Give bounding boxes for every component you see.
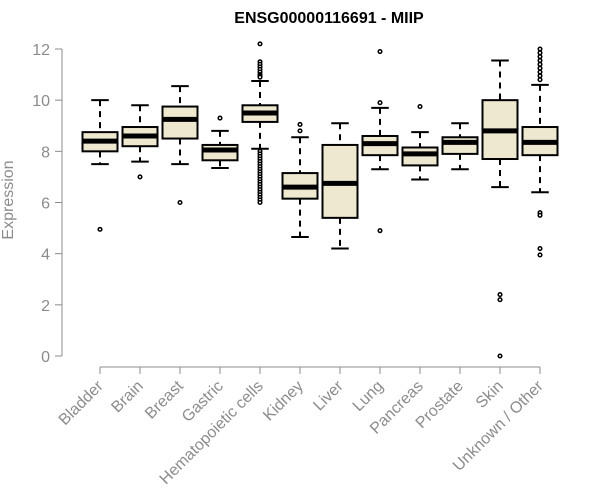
x-tick-label: Bladder xyxy=(56,377,107,428)
outlier-point xyxy=(377,49,383,55)
box-skin xyxy=(481,59,519,359)
outlier-point xyxy=(537,54,543,60)
outlier-point xyxy=(537,61,543,67)
box-rect xyxy=(401,146,439,167)
outlier-point xyxy=(377,228,383,234)
box-breast xyxy=(161,85,199,206)
outlier-point xyxy=(377,100,383,106)
box-brain xyxy=(121,104,159,180)
chart-title: ENSG00000116691 - MIIP xyxy=(234,10,424,27)
outlier-point xyxy=(257,199,263,206)
outlier-point xyxy=(297,128,303,134)
box-gastric xyxy=(201,115,239,169)
y-tick-label: 12 xyxy=(32,42,50,59)
outlier-point xyxy=(257,74,263,80)
x-tick-label: Kidney xyxy=(260,378,307,425)
y-tick-label: 6 xyxy=(41,196,50,213)
outlier-point xyxy=(537,246,543,252)
boxes xyxy=(81,41,559,359)
outlier-point xyxy=(497,292,503,298)
y-tick-label: 2 xyxy=(41,298,50,315)
box-pancreas xyxy=(401,104,439,181)
outlier-point xyxy=(297,121,303,128)
outlier-point xyxy=(217,115,223,121)
outlier-point xyxy=(537,69,543,75)
outlier-point xyxy=(537,252,543,258)
outlier-point xyxy=(537,65,543,71)
box-prostate xyxy=(441,122,479,171)
outlier-point xyxy=(537,212,543,218)
outlier-point xyxy=(257,41,263,47)
outlier-point xyxy=(537,73,543,79)
outlier-point xyxy=(537,46,543,52)
box-rect xyxy=(201,143,239,162)
y-tick-label: 0 xyxy=(41,349,50,366)
box-rect xyxy=(161,105,199,140)
outlier-point xyxy=(537,77,543,83)
y-axis: 0 2 4 6 8 10 12 xyxy=(32,42,63,366)
outlier-point xyxy=(537,50,543,56)
box-kidney xyxy=(281,121,319,239)
box-unknown-other xyxy=(521,46,559,258)
x-tick-label: Skin xyxy=(473,378,507,412)
box-lung xyxy=(361,49,399,234)
outlier-point xyxy=(137,174,143,180)
y-tick-label: 4 xyxy=(41,247,50,264)
y-tick-label: 8 xyxy=(41,144,50,161)
outlier-point xyxy=(177,199,183,206)
outlier-point xyxy=(497,297,503,303)
outlier-point xyxy=(497,353,503,359)
outlier-point xyxy=(97,226,103,232)
box-hematopoietic-cells xyxy=(241,41,279,206)
x-tick-label: Lung xyxy=(350,378,387,415)
box-liver xyxy=(321,122,359,250)
y-axis-label: Expression xyxy=(0,160,17,239)
y-tick-label: 10 xyxy=(32,93,50,110)
box-bladder xyxy=(81,99,119,232)
x-tick-label: Liver xyxy=(310,377,347,414)
box-rect xyxy=(441,136,479,155)
outlier-point xyxy=(417,104,423,110)
outlier-point xyxy=(537,57,543,64)
